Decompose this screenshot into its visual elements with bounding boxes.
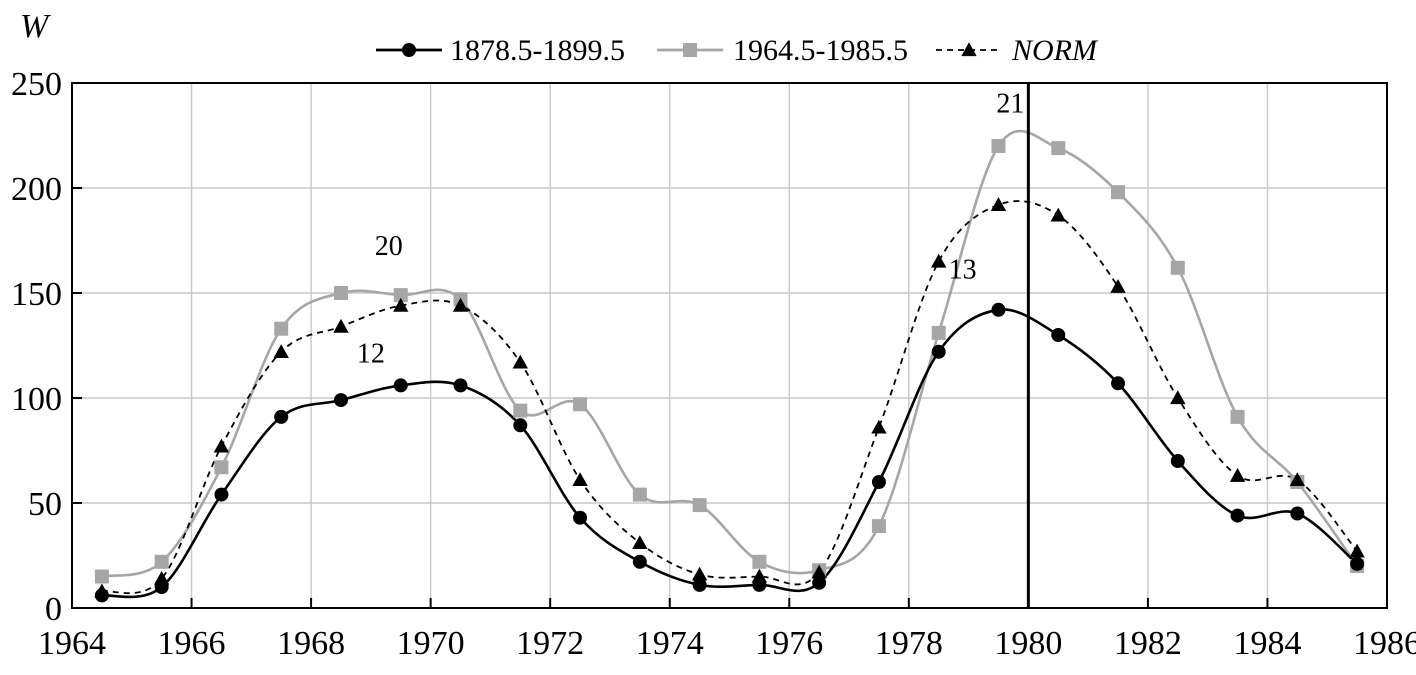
data-point	[692, 498, 707, 513]
data-point	[1051, 328, 1066, 342]
data-point	[991, 302, 1006, 317]
grid	[72, 83, 1387, 608]
series-line	[101, 129, 1359, 578]
x-tick-label: 1986	[1353, 625, 1416, 662]
x-tick-label: 1970	[397, 625, 465, 662]
x-tick-label: 1984	[1233, 625, 1301, 662]
data-point	[752, 577, 767, 592]
data-point	[154, 554, 169, 569]
data-point	[1170, 260, 1185, 275]
data-point	[692, 577, 707, 592]
data-point	[154, 580, 169, 594]
x-tick-label: 1968	[277, 625, 345, 662]
data-point	[961, 42, 977, 57]
x-tick-label: 1974	[636, 625, 704, 662]
x-tick-label: 1980	[994, 625, 1062, 662]
data-point	[752, 554, 767, 569]
data-point	[94, 588, 109, 603]
data-point	[572, 472, 588, 487]
data-point	[632, 554, 647, 569]
y-tick-label: 0	[45, 591, 62, 628]
data-point	[812, 575, 827, 590]
data-point	[214, 460, 229, 475]
data-point	[333, 393, 348, 408]
data-point	[393, 378, 408, 393]
data-point	[274, 409, 289, 424]
data-point	[811, 564, 827, 579]
data-point	[691, 566, 708, 581]
annotation-label: 12	[357, 338, 385, 369]
data-point	[1229, 468, 1246, 482]
plot-area-frame	[71, 82, 1388, 609]
data-point	[931, 253, 947, 268]
y-tick-label: 100	[11, 381, 62, 418]
y-tick-label: 200	[11, 171, 62, 208]
axis-ticks: 1964 1966 1968 1970 1972 1974 1976 1978 1980 1982…	[11, 66, 1416, 662]
data-point	[333, 318, 349, 333]
data-point	[990, 197, 1007, 211]
data-point	[871, 475, 886, 489]
data-point	[452, 297, 469, 312]
data-point	[1170, 390, 1186, 405]
data-point	[214, 487, 229, 502]
y-tick-label: 50	[28, 486, 62, 523]
data-point	[632, 487, 647, 502]
data-point	[683, 43, 697, 57]
legend-label: NORM	[1011, 34, 1099, 67]
legend-label: 1878.5-1899.5	[450, 34, 625, 67]
y-tick-label: 250	[11, 66, 62, 103]
data-point	[402, 43, 416, 57]
data-point	[573, 397, 588, 412]
x-tick-label: 1972	[516, 625, 584, 662]
data-point	[213, 438, 230, 453]
data-point	[1350, 556, 1365, 571]
annotation-label: 21	[996, 88, 1024, 119]
y-tick-label: 150	[11, 276, 62, 313]
data-point	[1051, 141, 1066, 156]
data-point	[274, 321, 289, 336]
annotation-label: 13	[949, 254, 977, 285]
data-point	[333, 286, 348, 300]
data-point	[931, 344, 946, 359]
data-point	[1290, 506, 1305, 521]
data-point	[573, 510, 588, 525]
series-markers	[94, 139, 1365, 603]
data-point	[393, 297, 409, 312]
x-tick-label: 1964	[38, 625, 106, 662]
data-point	[273, 344, 289, 358]
data-point	[1111, 185, 1126, 200]
legend: 1878.5-1899.5 1964.5-1985.5 NORM	[376, 34, 1099, 67]
data-point	[453, 378, 468, 393]
data-point	[513, 418, 528, 433]
data-point	[1050, 207, 1066, 222]
data-point	[1170, 454, 1185, 468]
y-axis-label: W	[20, 8, 51, 45]
data-point	[871, 419, 887, 434]
series-lines	[101, 129, 1359, 599]
data-point	[931, 325, 946, 340]
annotations: 20 12 21 13	[357, 88, 1025, 369]
series-line	[101, 308, 1358, 599]
x-tick-label: 1982	[1114, 625, 1182, 662]
x-tick-label: 1976	[755, 625, 823, 662]
data-point	[94, 569, 109, 584]
data-point	[1110, 279, 1126, 293]
data-point	[513, 403, 528, 418]
data-point	[991, 139, 1006, 153]
data-point	[1349, 543, 1365, 558]
data-point	[512, 354, 528, 369]
annotation-label: 20	[375, 231, 403, 262]
data-point	[1289, 472, 1306, 487]
data-point	[393, 288, 408, 303]
data-point	[1230, 409, 1245, 424]
x-tick-label: 1978	[875, 625, 943, 662]
data-point	[871, 519, 886, 534]
legend-label: 1964.5-1985.5	[733, 34, 908, 67]
data-point	[1230, 508, 1245, 523]
data-point	[1111, 376, 1126, 391]
x-tick-label: 1966	[158, 625, 226, 662]
data-point	[632, 535, 648, 550]
